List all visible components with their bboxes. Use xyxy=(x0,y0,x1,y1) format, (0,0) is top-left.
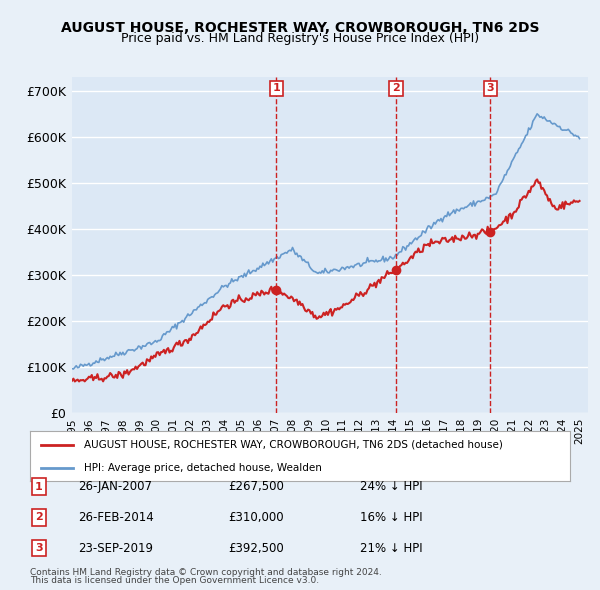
Text: HPI: Average price, detached house, Wealden: HPI: Average price, detached house, Weal… xyxy=(84,463,322,473)
Text: £392,500: £392,500 xyxy=(228,542,284,555)
Text: This data is licensed under the Open Government Licence v3.0.: This data is licensed under the Open Gov… xyxy=(30,576,319,585)
Text: 24% ↓ HPI: 24% ↓ HPI xyxy=(360,480,422,493)
Text: Contains HM Land Registry data © Crown copyright and database right 2024.: Contains HM Land Registry data © Crown c… xyxy=(30,568,382,577)
Text: AUGUST HOUSE, ROCHESTER WAY, CROWBOROUGH, TN6 2DS: AUGUST HOUSE, ROCHESTER WAY, CROWBOROUGH… xyxy=(61,21,539,35)
Text: 3: 3 xyxy=(487,83,494,93)
Text: 3: 3 xyxy=(35,543,43,553)
Text: 26-FEB-2014: 26-FEB-2014 xyxy=(78,511,154,524)
Text: 1: 1 xyxy=(35,482,43,491)
Text: 1: 1 xyxy=(272,83,280,93)
Text: AUGUST HOUSE, ROCHESTER WAY, CROWBOROUGH, TN6 2DS (detached house): AUGUST HOUSE, ROCHESTER WAY, CROWBOROUGH… xyxy=(84,440,503,450)
Text: 21% ↓ HPI: 21% ↓ HPI xyxy=(360,542,422,555)
Text: 23-SEP-2019: 23-SEP-2019 xyxy=(78,542,153,555)
Text: £310,000: £310,000 xyxy=(228,511,284,524)
Text: Price paid vs. HM Land Registry's House Price Index (HPI): Price paid vs. HM Land Registry's House … xyxy=(121,32,479,45)
Text: 2: 2 xyxy=(35,513,43,522)
Text: £267,500: £267,500 xyxy=(228,480,284,493)
Text: 26-JAN-2007: 26-JAN-2007 xyxy=(78,480,152,493)
Text: 2: 2 xyxy=(392,83,400,93)
Text: 16% ↓ HPI: 16% ↓ HPI xyxy=(360,511,422,524)
